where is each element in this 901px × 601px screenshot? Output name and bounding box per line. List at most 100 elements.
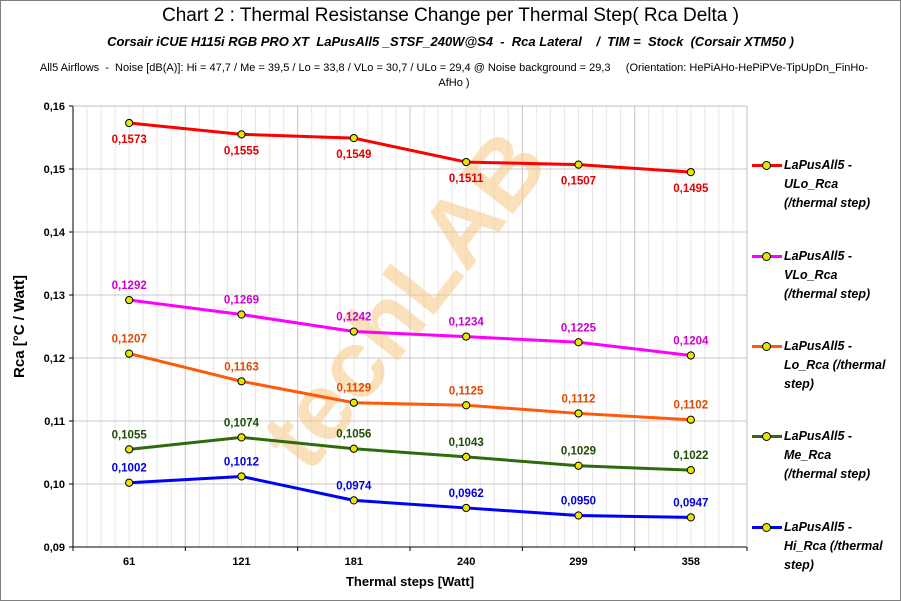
data-label: 0,1002	[112, 463, 147, 475]
data-label: 0,1225	[561, 322, 597, 334]
legend-label: LaPusAll5 - Hi_Rca (/thermal step)	[784, 518, 900, 575]
series-line	[129, 121, 691, 174]
data-point	[125, 118, 134, 128]
data-label: 0,0962	[449, 488, 484, 500]
data-label: 0,1125	[449, 385, 484, 397]
data-point	[574, 160, 583, 169]
data-point	[349, 496, 358, 505]
legend-label-line: Lo_Rca (/thermal	[784, 358, 886, 372]
y-tick-label: 0,14	[44, 227, 66, 239]
data-point	[349, 327, 358, 336]
legend-label: LaPusAll5 - VLo_Rca (/thermal step)	[784, 247, 900, 304]
data-label: 0,0947	[673, 497, 708, 509]
data-point	[237, 472, 246, 481]
legend-swatch-marker	[762, 523, 771, 532]
data-label: 0,1112	[562, 393, 596, 405]
legend-swatch	[752, 342, 782, 351]
data-point	[686, 513, 695, 522]
x-tick-label: 240	[457, 556, 475, 568]
data-label: 0,1204	[673, 335, 709, 347]
y-tick-label: 0,11	[44, 416, 65, 428]
legend-label-line: (/thermal step)	[784, 287, 871, 301]
data-label: 0,0974	[336, 480, 372, 492]
data-label: 0,1043	[449, 437, 484, 449]
data-point	[125, 295, 134, 305]
legend-label-line: LaPusAll5 -	[784, 520, 853, 534]
data-label: 0,1207	[112, 334, 147, 346]
data-point	[574, 338, 583, 347]
data-point	[237, 130, 246, 139]
data-point	[349, 398, 358, 407]
legend-label-line: step)	[784, 558, 814, 572]
legend-label-line: Me_Rca	[784, 448, 832, 462]
legend-label-line: (/thermal step)	[784, 467, 871, 481]
data-label: 0,0950	[561, 496, 596, 508]
data-point	[125, 445, 134, 454]
data-label: 0,1495	[673, 183, 709, 195]
x-tick-label: 181	[345, 556, 363, 568]
legend-swatch	[752, 432, 782, 441]
y-axis-title: Rca [°C / Watt]	[11, 275, 28, 378]
data-label: 0,1549	[336, 149, 371, 161]
legend-label-line: step)	[784, 377, 814, 391]
data-point	[125, 349, 134, 358]
legend-swatch	[752, 252, 782, 261]
data-point	[125, 478, 134, 487]
data-point	[462, 503, 471, 513]
data-label: 0,1056	[336, 429, 371, 441]
data-label: 0,1269	[224, 295, 259, 307]
legend-swatch-marker	[762, 432, 771, 441]
y-tick-label: 0,10	[44, 479, 65, 491]
data-point	[462, 401, 471, 410]
series-line	[128, 298, 692, 357]
x-tick-label: 358	[682, 556, 700, 568]
legend-label: LaPusAll5 - ULo_Rca (/thermal step)	[784, 156, 900, 213]
series-line	[128, 352, 691, 422]
x-tick-label: 61	[123, 556, 135, 568]
legend-label-line: LaPusAll5 -	[784, 249, 853, 263]
series-line	[129, 474, 691, 519]
y-tick-label: 0,09	[44, 542, 65, 554]
data-label: 0,1055	[112, 429, 148, 441]
y-tick-label: 0,15	[44, 164, 65, 176]
data-point	[686, 351, 695, 360]
data-point	[574, 461, 583, 470]
data-label: 0,1292	[112, 280, 147, 292]
legend-label: LaPusAll5 - Lo_Rca (/thermal step)	[784, 337, 900, 394]
data-point	[574, 511, 583, 520]
legend-swatch	[752, 523, 782, 532]
series-3: 0,1055 0,1074 0,1056 0,1043 0,1029 0,1022	[112, 417, 708, 475]
data-label: 0,1163	[224, 361, 259, 373]
data-label: 0,1074	[224, 417, 260, 429]
data-label: 0,1012	[224, 456, 259, 468]
data-label: 0,1102	[674, 400, 709, 412]
y-tick-label: 0,16	[44, 101, 65, 113]
legend-swatch-marker	[762, 342, 771, 351]
x-axis-title: Thermal steps [Watt]	[346, 574, 474, 589]
data-label: 0,1234	[449, 317, 485, 329]
chart-subtitle: Corsair iCUE H115i RGB PRO XT LaPusAll5 …	[107, 34, 794, 49]
legend-swatch-marker	[762, 161, 771, 170]
data-point	[462, 452, 471, 462]
legend-label-line: Hi_Rca (/thermal	[784, 539, 883, 553]
data-point	[686, 168, 695, 177]
data-point	[349, 134, 358, 143]
data-point	[237, 377, 246, 386]
data-label: 0,1555	[224, 145, 260, 157]
data-point	[462, 157, 471, 167]
data-label: 0,1242	[336, 312, 371, 324]
legend-label-line: LaPusAll5 -	[784, 429, 853, 443]
x-tick-label: 299	[569, 556, 587, 568]
legend-label-line: (/thermal step)	[784, 196, 871, 210]
data-label: 0,1129	[337, 383, 372, 395]
x-tick-label: 121	[232, 556, 250, 568]
data-point	[686, 466, 695, 475]
data-label: 0,1029	[561, 446, 596, 458]
data-point	[349, 444, 358, 453]
series-1: 0,1292 0,1269 0,1242 0,1234 0,1225 0,1204	[112, 280, 709, 360]
y-tick-label: 0,12	[44, 353, 65, 365]
data-point	[237, 433, 246, 442]
legend-swatch-marker	[762, 252, 771, 261]
y-tick-label: 0,13	[44, 290, 65, 302]
